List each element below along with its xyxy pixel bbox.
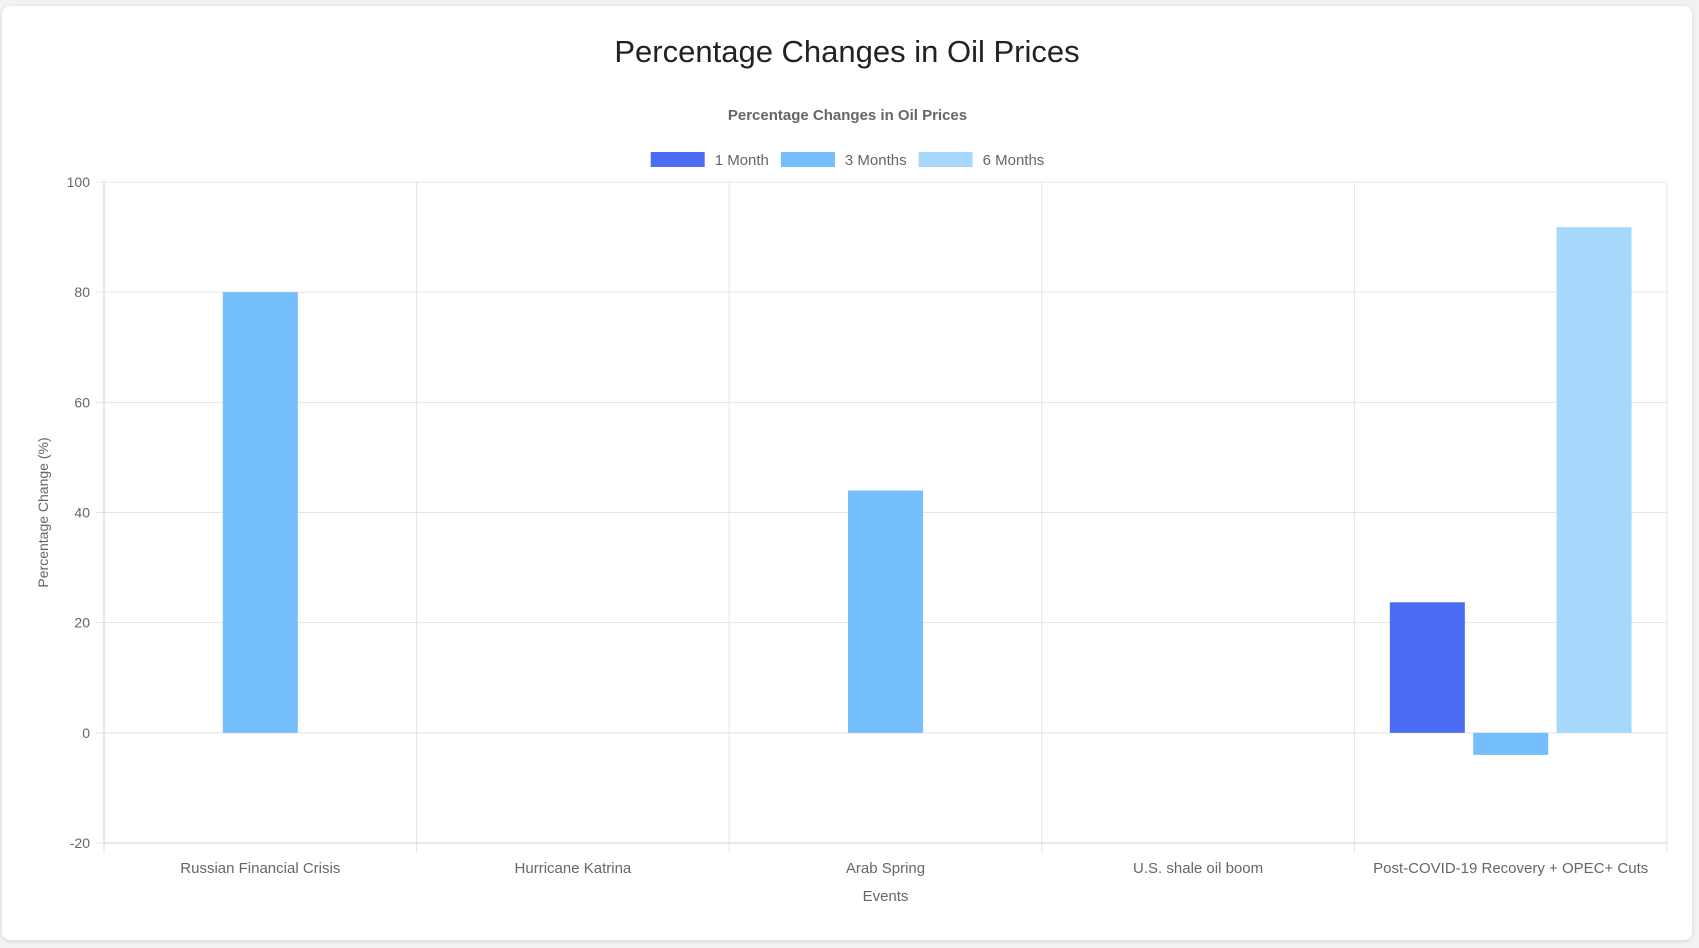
y-tick-label: 60 [74,394,90,410]
legend[interactable]: 1 Month 3 Months 6 Months [650,152,1045,169]
y-tick-label: 20 [74,615,90,631]
x-tick-label: Russian Financial Crisis [180,860,340,877]
y-tick-label: 80 [74,284,90,300]
bar-3-months [847,490,924,733]
bar-1-month [1389,602,1465,733]
bar-3-months [1473,732,1549,755]
legend-label[interactable]: 1 Month [715,152,769,169]
x-tick-label: U.S. shale oil boom [1133,860,1263,877]
legend-swatch[interactable] [650,152,705,167]
legend-swatch[interactable] [780,152,835,167]
bar-3-months [222,292,298,733]
labels: -20 0 20 40 60 80 100 Russian Financial Crisis H… [35,107,1648,905]
chart-title: Percentage Changes in Oil Prices [728,107,967,124]
legend-item-3-months[interactable]: 3 Months [780,152,907,169]
y-tick-label: 40 [74,505,90,521]
bars [222,227,1632,755]
page-title: Percentage Changes in Oil Prices [614,34,1080,69]
x-tick-label: Hurricane Katrina [515,860,632,877]
y-tick-label: -20 [70,835,90,851]
x-tick-label: Arab Spring [846,860,925,877]
legend-label[interactable]: 3 Months [845,152,907,169]
y-axis-title: Percentage Change (%) [35,437,51,587]
bar-6-months [1556,227,1632,733]
legend-item-6-months[interactable]: 6 Months [918,152,1045,169]
x-tick-label: Post-COVID-19 Recovery + OPEC+ Cuts [1373,860,1648,877]
legend-swatch[interactable] [918,152,973,167]
legend-label[interactable]: 6 Months [983,152,1045,169]
x-axis-title: Events [863,888,909,905]
legend-item-1-month[interactable]: 1 Month [650,152,769,169]
y-tick-label: 0 [82,725,90,741]
y-tick-label: 100 [67,174,91,190]
axes [103,182,1667,844]
